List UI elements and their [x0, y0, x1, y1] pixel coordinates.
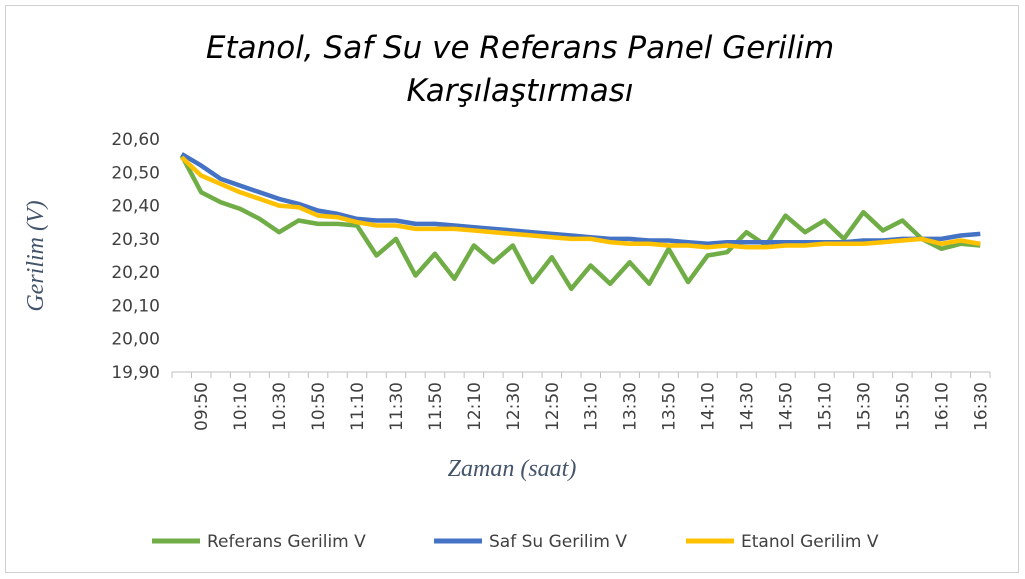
x-tick-label: 10:50 [309, 382, 329, 431]
chart-border [5, 5, 1019, 573]
x-tick-label: 13:30 [621, 382, 641, 431]
legend-label: Etanol Gerilim V [741, 532, 879, 552]
chart-title: Etanol, Saf Su ve Referans Panel Gerilim [206, 30, 834, 66]
x-tick-label: 13:50 [660, 382, 680, 431]
x-tick-label: 11:10 [348, 382, 368, 431]
x-tick-label: 12:50 [543, 382, 563, 431]
y-tick-label: 20,40 [111, 197, 160, 217]
x-tick-label: 14:30 [738, 382, 758, 431]
x-tick-label: 12:10 [465, 382, 485, 431]
x-tick-label: 11:50 [426, 382, 446, 431]
y-axis-title: Gerilim (V) [23, 200, 49, 311]
x-tick-label: 15:10 [815, 382, 835, 431]
y-tick-label: 20,20 [111, 263, 160, 283]
y-tick-label: 20,60 [111, 130, 160, 150]
x-tick-label: 14:50 [777, 382, 797, 431]
x-tick-label: 11:30 [387, 382, 407, 431]
line-series [180, 155, 981, 250]
x-tick-label: 10:10 [231, 382, 251, 431]
x-tick-label: 14:10 [699, 382, 719, 431]
chart-title: Karşılaştırması [407, 73, 634, 109]
legend-label: Referans Gerilim V [207, 532, 366, 552]
y-tick-label: 20,50 [111, 163, 160, 183]
x-tick-label: 15:30 [854, 382, 874, 431]
y-tick-label: 20,00 [111, 330, 160, 350]
x-tick-label: 15:50 [893, 382, 913, 431]
x-tick-label: 12:30 [504, 382, 524, 431]
x-tick-label: 10:30 [270, 382, 290, 431]
x-tick-label: 16:30 [971, 382, 991, 431]
y-tick-label: 20,10 [111, 296, 160, 316]
x-tick-label: 13:10 [582, 382, 602, 431]
x-tick-label: 16:10 [932, 382, 952, 431]
legend-label: Saf Su Gerilim V [489, 532, 627, 552]
x-axis-title: Zaman (saat) [448, 456, 577, 482]
y-tick-label: 19,90 [111, 363, 160, 383]
y-tick-label: 20,30 [111, 230, 160, 250]
x-tick-label: 09:50 [192, 382, 212, 431]
line-series [179, 154, 981, 292]
